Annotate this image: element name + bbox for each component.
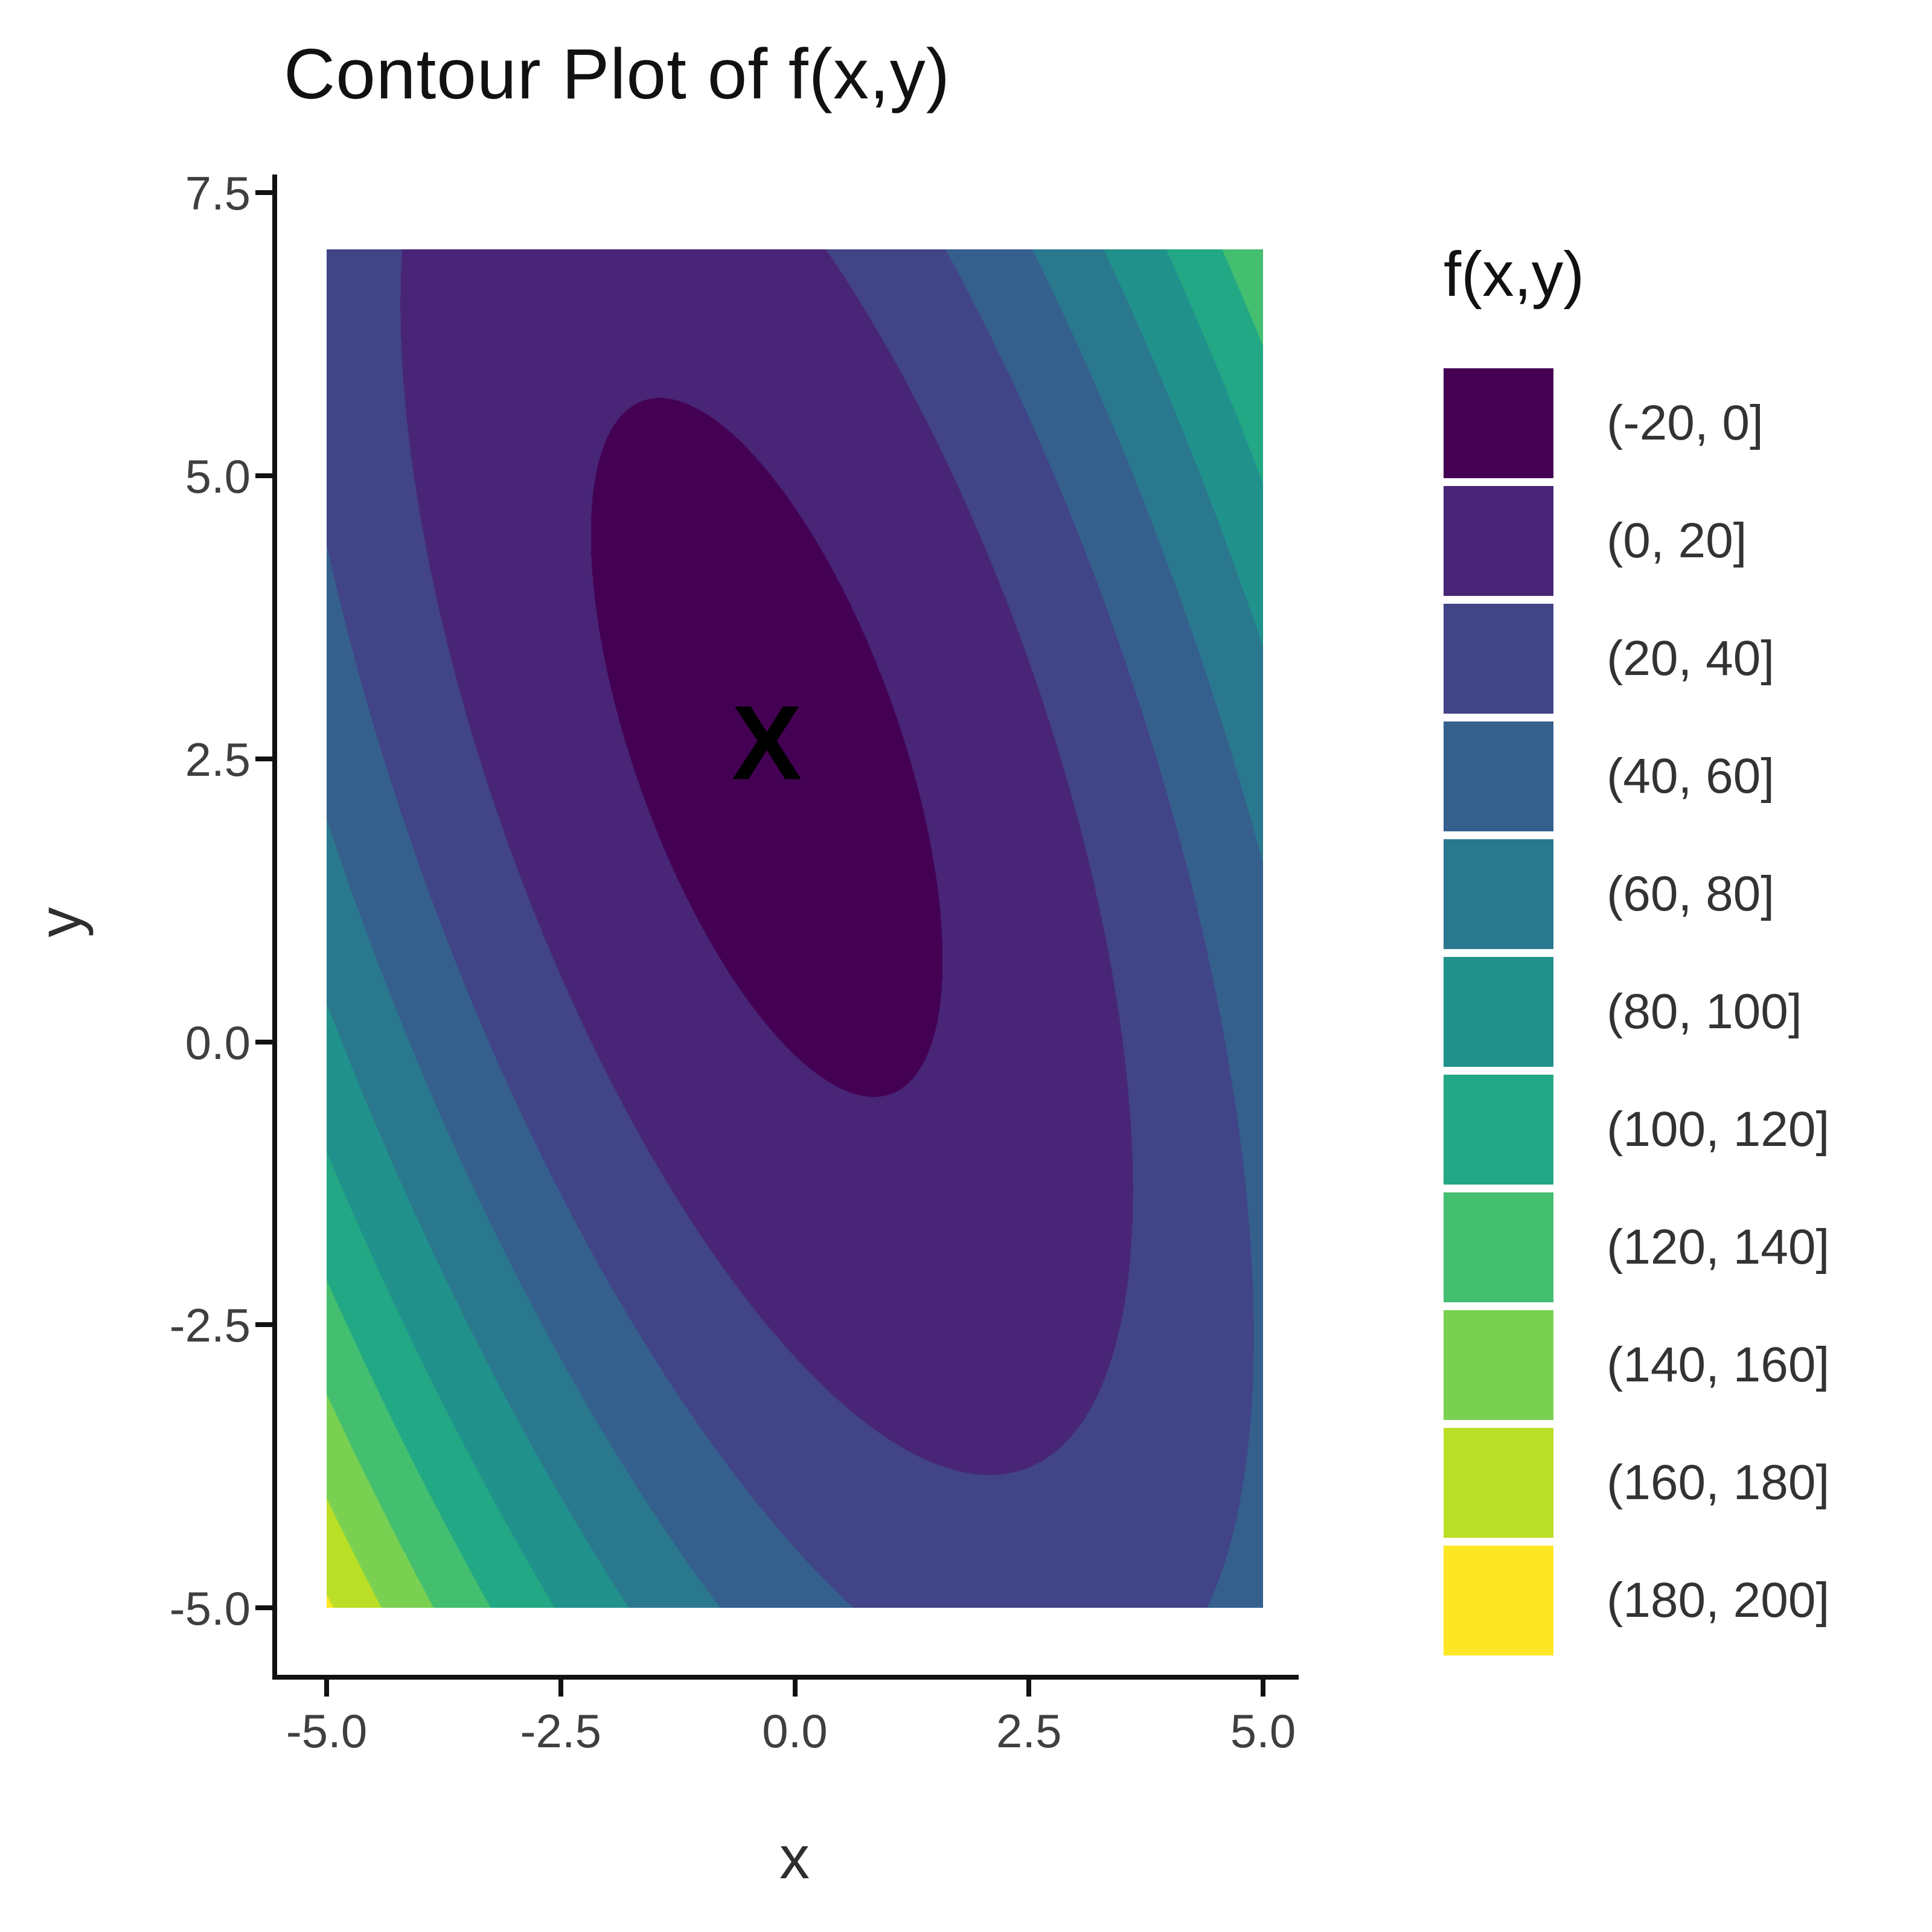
legend-swatch (1444, 486, 1553, 596)
legend-label: (140, 160] (1607, 1337, 1830, 1392)
x-tick-label: 5.0 (1230, 1704, 1296, 1758)
legend-item: (0, 20] (1444, 486, 1829, 596)
legend-label: (-20, 0] (1607, 395, 1764, 450)
x-tick-mark (1026, 1680, 1032, 1697)
legend-swatch (1444, 604, 1553, 714)
x-axis-title: x (779, 1824, 810, 1892)
y-tick-label: 2.5 (185, 732, 251, 786)
legend-label: (0, 20] (1607, 513, 1747, 568)
x-tick-label: -5.0 (286, 1704, 368, 1758)
y-tick-label: -2.5 (169, 1299, 251, 1352)
legend-item: (100, 120] (1444, 1075, 1829, 1185)
y-tick-mark (255, 1039, 272, 1044)
legend-swatch (1444, 368, 1553, 478)
chart-title: Contour Plot of f(x,y) (284, 34, 951, 114)
minimum-marker: X (731, 684, 802, 802)
y-axis-line (272, 174, 277, 1680)
x-tick-mark (324, 1680, 329, 1697)
legend-swatch (1444, 1310, 1553, 1420)
legend-item: (20, 40] (1444, 604, 1829, 714)
x-tick-mark (558, 1680, 563, 1697)
legend-item: (160, 180] (1444, 1428, 1829, 1538)
y-tick-label: 7.5 (185, 167, 251, 220)
legend-label: (120, 140] (1607, 1220, 1830, 1275)
y-tick-label: -5.0 (169, 1582, 251, 1635)
legend-item: (140, 160] (1444, 1310, 1829, 1420)
x-axis-line (272, 1675, 1299, 1680)
legend-swatch (1444, 1075, 1553, 1185)
legend-label: (60, 80] (1607, 866, 1775, 921)
y-axis-title: y (26, 907, 94, 938)
legend-label: (160, 180] (1607, 1455, 1830, 1510)
x-tick-mark (1261, 1680, 1265, 1697)
x-tick-label: 2.5 (996, 1704, 1062, 1758)
legend-item: (120, 140] (1444, 1192, 1829, 1302)
y-tick-label: 5.0 (185, 450, 251, 503)
x-tick-mark (792, 1680, 798, 1697)
legend-swatch (1444, 1546, 1553, 1655)
y-tick-mark (255, 1605, 272, 1610)
y-tick-mark (255, 1322, 272, 1328)
legend-swatch (1444, 1428, 1553, 1538)
legend-label: (40, 60] (1607, 749, 1775, 804)
legend-item: (40, 60] (1444, 721, 1829, 831)
legend-swatch (1444, 957, 1553, 1067)
y-tick-mark (255, 190, 272, 196)
x-tick-label: 0.0 (762, 1704, 828, 1758)
y-tick-mark (255, 473, 272, 478)
contour-panel (327, 249, 1263, 1608)
legend-item: (-20, 0] (1444, 368, 1829, 478)
legend-items: (-20, 0] (0, 20] (20, 40] (40, 60] (60, 80] (… (1444, 368, 1829, 1655)
legend-label: (20, 40] (1607, 631, 1775, 686)
legend-item: (60, 80] (1444, 839, 1829, 949)
legend-label: (180, 200] (1607, 1573, 1830, 1628)
legend-item: (80, 100] (1444, 957, 1829, 1067)
legend-swatch (1444, 1192, 1553, 1302)
legend-label: (80, 100] (1607, 984, 1802, 1039)
legend-swatch (1444, 839, 1553, 949)
legend-item: (180, 200] (1444, 1546, 1829, 1655)
y-tick-label: 0.0 (185, 1016, 251, 1069)
legend-swatch (1444, 721, 1553, 831)
legend-label: (100, 120] (1607, 1102, 1830, 1157)
legend: f(x,y) (-20, 0] (0, 20] (20, 40] (40, 60] (6… (1444, 238, 1829, 1663)
legend-title: f(x,y) (1444, 239, 1585, 310)
x-tick-label: -2.5 (520, 1704, 601, 1758)
y-tick-mark (255, 756, 272, 761)
